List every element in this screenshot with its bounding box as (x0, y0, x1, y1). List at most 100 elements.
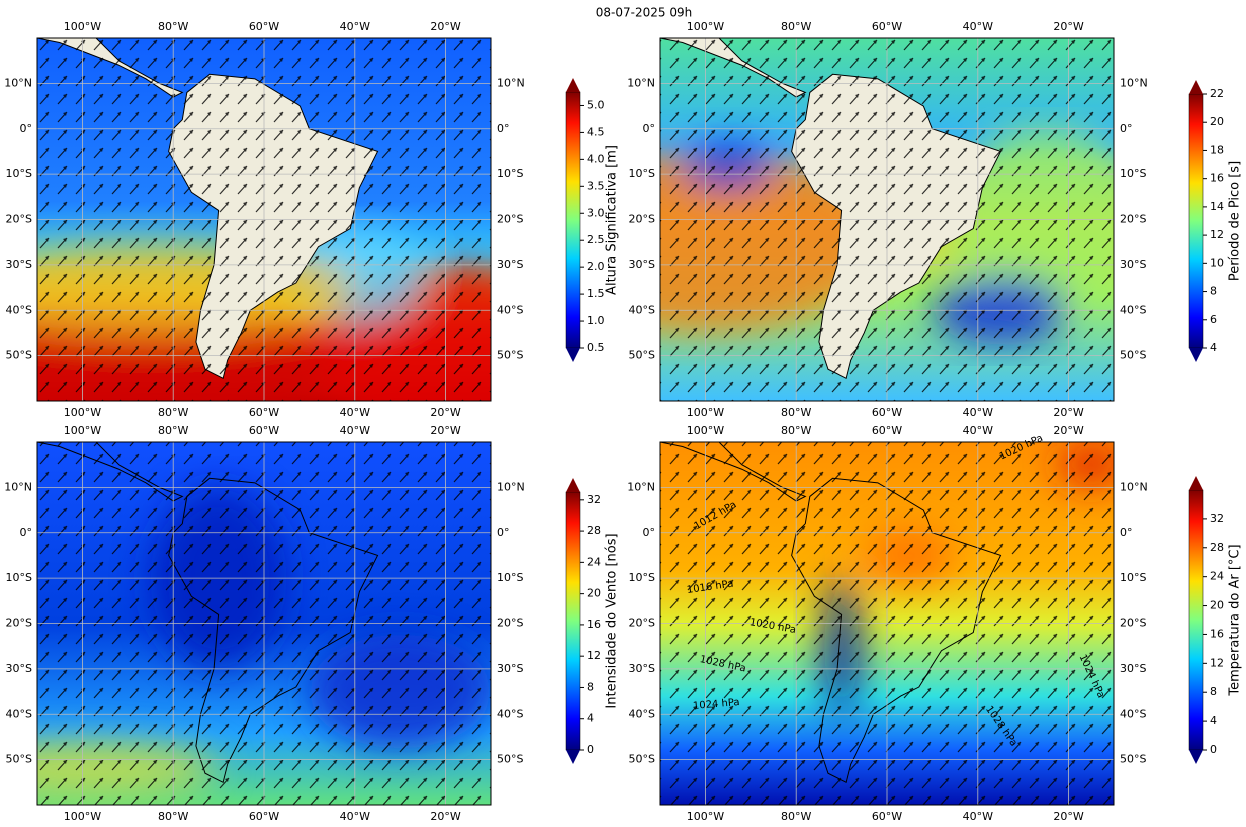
lat-label: 30°S (497, 662, 523, 675)
colorbar-extend (566, 478, 580, 492)
colorbar-tick-label: 20 (587, 587, 601, 600)
lat-label: 50°S (6, 349, 32, 362)
colorbar-extend (1189, 476, 1203, 490)
lat-label: 30°S (1120, 662, 1146, 675)
colorbar-tick-label: 10 (1210, 256, 1224, 269)
lon-label: 100°W (64, 424, 101, 437)
colorbar-tick-label: 8 (1210, 285, 1217, 298)
lat-label: 20°S (6, 213, 32, 226)
colorbar-label: Período de Pico [s] (1228, 161, 1243, 281)
lon-label: 100°W (687, 406, 724, 419)
lat-label: 10°S (6, 571, 32, 584)
colorbar-tick-label: 4.0 (587, 152, 605, 165)
colorbar-tick-label: 5.0 (587, 98, 605, 111)
colorbar-tick-label: 12 (1210, 228, 1224, 241)
lat-label: 50°S (497, 753, 523, 766)
lat-label: 50°S (497, 349, 523, 362)
lat-label: 30°S (6, 258, 32, 271)
lon-label: 40°W (340, 424, 370, 437)
lon-label: 20°W (430, 810, 460, 823)
colorbar-label: Intensidade do Vento [nós] (605, 533, 620, 708)
colorbar-tick-label: 28 (587, 524, 601, 537)
map-panel (660, 442, 1114, 805)
colorbar-tick-label: 4 (1210, 714, 1217, 727)
colorbar-tick-label: 1.0 (587, 314, 605, 327)
lat-label: 50°S (6, 753, 32, 766)
colorbar-tick-label: 2.0 (587, 260, 605, 273)
colorbar (1188, 93, 1204, 349)
colorbar-tick-label: 0.5 (587, 341, 605, 354)
lon-label: 60°W (872, 20, 902, 33)
lat-label: 10°S (6, 167, 32, 180)
colorbar-tick-label: 4.5 (587, 125, 605, 138)
lat-label: 0° (497, 526, 510, 539)
lat-label: 0° (643, 122, 656, 135)
map-frame (36, 37, 492, 402)
lat-label: 40°S (629, 707, 655, 720)
colorbar-extend (1189, 750, 1203, 764)
colorbar (565, 491, 581, 751)
colorbar-tick-label: 0 (587, 743, 594, 756)
lon-label: 40°W (340, 406, 370, 419)
lon-label: 20°W (430, 20, 460, 33)
map-layers (660, 442, 1114, 805)
map-panel (660, 38, 1114, 401)
lon-label: 100°W (64, 810, 101, 823)
lon-label: 80°W (781, 810, 811, 823)
lon-label: 100°W (687, 20, 724, 33)
lon-label: 80°W (781, 20, 811, 33)
lon-label: 60°W (872, 810, 902, 823)
colorbar-tick-label: 24 (587, 555, 601, 568)
colorbar-tick-label: 32 (587, 493, 601, 506)
lat-label: 10°N (1120, 76, 1148, 89)
colorbar-tick-label: 20 (1210, 115, 1224, 128)
lat-label: 50°S (629, 753, 655, 766)
colorbar (1188, 489, 1204, 751)
colorbar-tick-label: 22 (1210, 87, 1224, 100)
lon-label: 40°W (963, 810, 993, 823)
lat-label: 30°S (629, 258, 655, 271)
lat-label: 10°S (629, 571, 655, 584)
colorbar-tick-label: 4 (1210, 341, 1217, 354)
lat-label: 40°S (497, 303, 523, 316)
colorbar-tick-label: 14 (1210, 200, 1224, 213)
colorbar-tick-label: 4 (587, 712, 594, 725)
colorbar-tick-label: 12 (1210, 656, 1224, 669)
lon-label: 40°W (340, 810, 370, 823)
colorbar-tick-label: 16 (1210, 172, 1224, 185)
colorbar-tick-label: 1.5 (587, 287, 605, 300)
colorbar-extend (566, 348, 580, 362)
lat-label: 40°S (6, 303, 32, 316)
lat-label: 10°S (497, 167, 523, 180)
colorbar-tick-label: 16 (1210, 627, 1224, 640)
lat-label: 20°S (497, 617, 523, 630)
colorbar-extend (566, 750, 580, 764)
lat-label: 40°S (629, 303, 655, 316)
colorbar-extend (1189, 348, 1203, 362)
lon-label: 100°W (64, 20, 101, 33)
lat-label: 0° (20, 526, 33, 539)
lon-label: 80°W (158, 810, 188, 823)
lat-label: 10°N (4, 480, 32, 493)
lat-label: 40°S (1120, 707, 1146, 720)
colorbar-tick-label: 24 (1210, 570, 1224, 583)
lat-label: 30°S (6, 662, 32, 675)
colorbar-tick-label: 18 (1210, 143, 1224, 156)
lon-label: 40°W (340, 20, 370, 33)
lat-label: 10°S (1120, 167, 1146, 180)
colorbar-tick-label: 8 (587, 680, 594, 693)
lat-label: 10°N (1120, 480, 1148, 493)
map-layers (660, 38, 1114, 401)
lat-label: 10°S (497, 571, 523, 584)
colorbar-tick-label: 28 (1210, 541, 1224, 554)
map-layers (37, 38, 491, 401)
lon-label: 60°W (872, 424, 902, 437)
lon-label: 60°W (249, 406, 279, 419)
lon-label: 20°W (430, 406, 460, 419)
lat-label: 40°S (1120, 303, 1146, 316)
lon-label: 60°W (249, 424, 279, 437)
colorbar-tick-label: 20 (1210, 599, 1224, 612)
lon-label: 40°W (963, 406, 993, 419)
lat-label: 10°S (1120, 571, 1146, 584)
